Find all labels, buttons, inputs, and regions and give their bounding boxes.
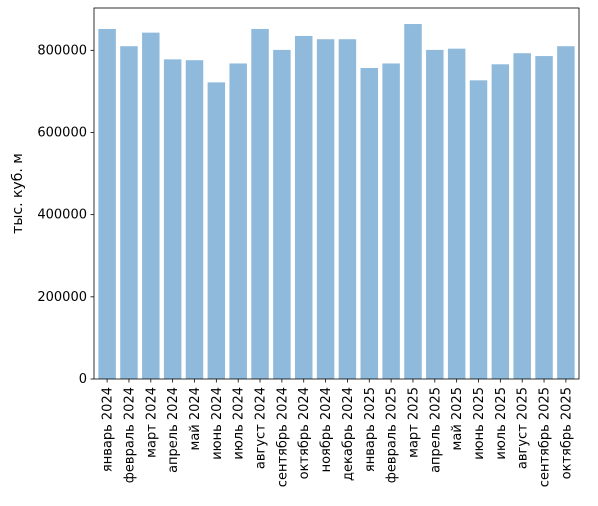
x-tick-label: октябрь 2025 xyxy=(559,387,574,479)
x-tick-label: август 2025 xyxy=(516,387,531,469)
x-tick-label: июнь 2024 xyxy=(210,387,225,460)
bar xyxy=(404,24,422,380)
x-tick-label: май 2024 xyxy=(188,387,203,450)
x-tick-label: февраль 2025 xyxy=(385,387,400,483)
x-tick-label: апрель 2024 xyxy=(166,387,181,473)
x-tick-label: ноябрь 2024 xyxy=(319,387,334,472)
bar xyxy=(316,39,335,379)
bar xyxy=(120,46,138,380)
x-tick-label: июль 2024 xyxy=(232,387,247,460)
bar xyxy=(229,63,247,379)
y-axis-label: тыс. куб. м xyxy=(10,153,26,234)
x-tick-label: апрель 2025 xyxy=(428,387,443,473)
x-tick-label: январь 2025 xyxy=(363,387,378,472)
y-tick-label: 600000 xyxy=(37,125,87,140)
x-tick-label: сентябрь 2025 xyxy=(538,387,553,487)
x-tick-label: январь 2024 xyxy=(101,387,116,472)
x-tick-label: июль 2025 xyxy=(494,387,509,460)
bar xyxy=(185,60,204,380)
bar xyxy=(513,53,531,379)
x-tick-label: март 2024 xyxy=(144,387,159,458)
x-tick-label: май 2025 xyxy=(450,387,465,450)
bars-group xyxy=(98,24,575,380)
bar xyxy=(557,46,575,380)
bar xyxy=(294,35,313,379)
bar xyxy=(447,48,466,380)
bar xyxy=(426,49,444,379)
y-tick-label: 0 xyxy=(79,372,87,387)
bar xyxy=(338,39,357,379)
x-tick-label: март 2025 xyxy=(406,387,421,458)
bar xyxy=(469,80,488,379)
bar xyxy=(360,67,379,379)
bar xyxy=(98,28,116,379)
bar xyxy=(163,59,182,380)
bar xyxy=(535,56,553,379)
x-tick-label: август 2024 xyxy=(254,387,269,469)
x-tick-label: декабрь 2024 xyxy=(341,387,356,481)
x-tick-label: июнь 2025 xyxy=(472,387,487,460)
plot-frame xyxy=(93,7,580,380)
y-tick-label: 200000 xyxy=(37,290,87,305)
x-tick-label: февраль 2024 xyxy=(122,387,137,483)
bar xyxy=(273,49,291,379)
y-axis: 0 200000 400000 600000 800000 xyxy=(37,43,94,387)
y-tick-label: 800000 xyxy=(37,43,87,58)
bar xyxy=(491,64,510,379)
bar xyxy=(251,28,269,379)
x-tick-label: октябрь 2024 xyxy=(297,387,312,479)
bar xyxy=(382,63,400,379)
bar xyxy=(207,82,226,380)
bar xyxy=(142,32,160,380)
x-tick-label: сентябрь 2024 xyxy=(275,387,290,487)
y-tick-label: 400000 xyxy=(37,208,87,223)
x-axis: январь 2024 февраль 2024 март 2024 апрель 2… xyxy=(101,379,574,487)
